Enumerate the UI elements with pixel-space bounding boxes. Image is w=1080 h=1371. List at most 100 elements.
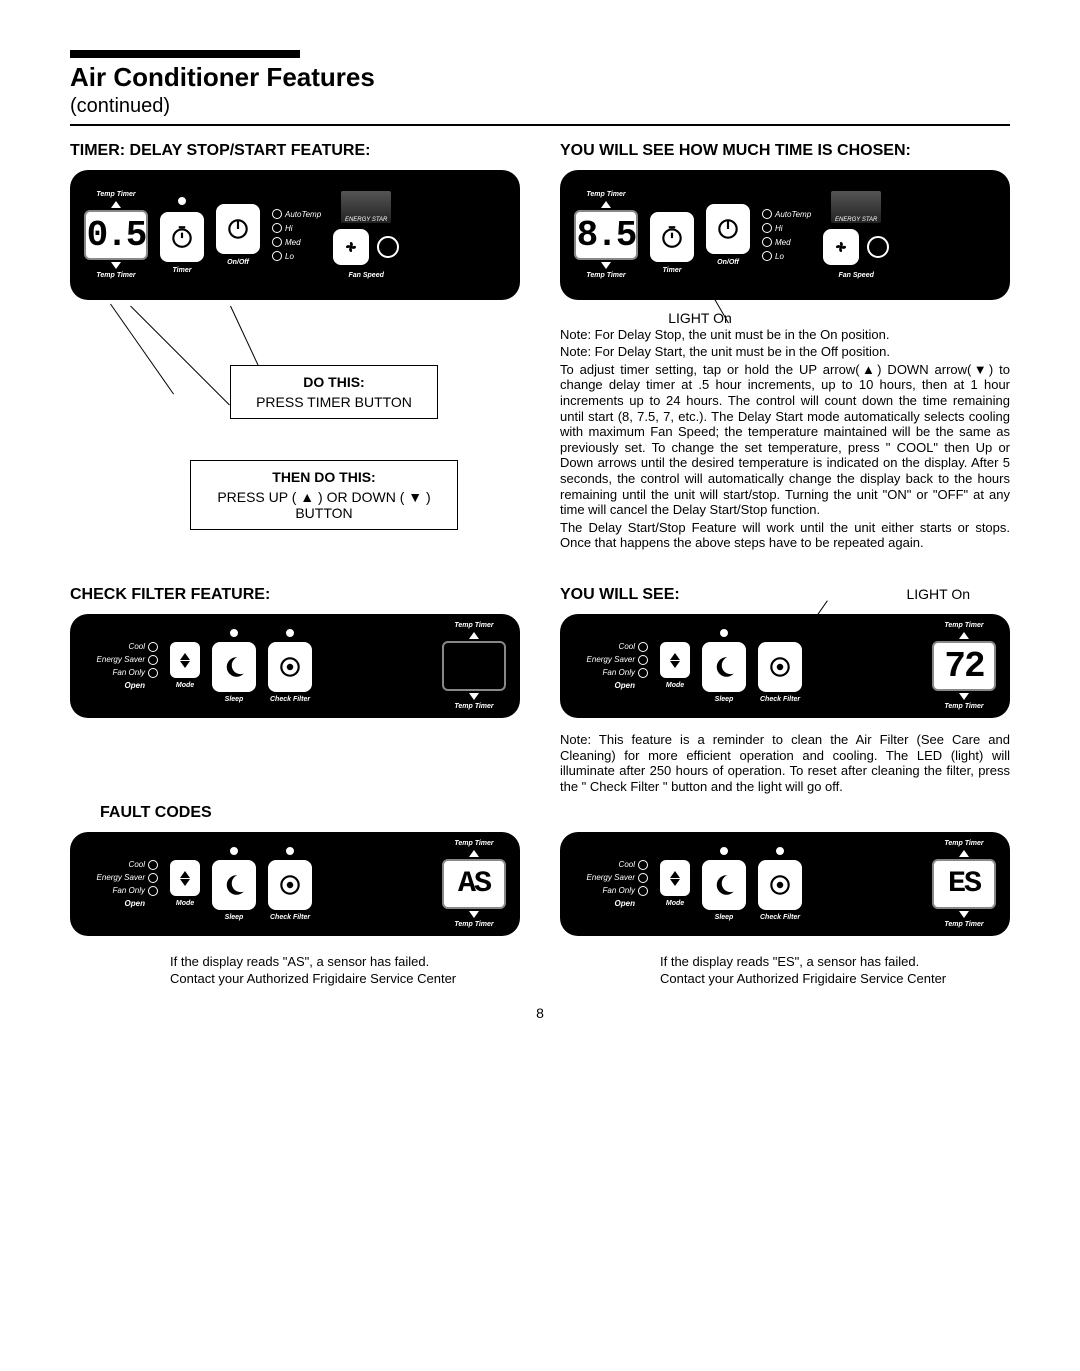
label-sleep: Sleep — [713, 913, 736, 922]
heading-timer: TIMER: DELAY STOP/START FEATURE: — [70, 142, 520, 160]
arrow-down-icon — [111, 262, 121, 269]
display-fault-es: ES — [932, 859, 996, 909]
label-fan-speed: Fan Speed — [836, 271, 875, 280]
arrow-up-icon — [469, 632, 479, 639]
label-timer: Timer — [661, 266, 684, 275]
fault-as-text: If the display reads "AS", a sensor has … — [170, 954, 470, 987]
led-icon — [719, 628, 729, 638]
label-temp-timer-b: Temp Timer — [452, 702, 495, 711]
arrow-up-icon — [111, 201, 121, 208]
control-panel-filter-right: Cool Energy Saver Fan Only Open Mode — [560, 614, 1010, 718]
control-panel-fault-as: Cool Energy Saver Fan Only Open Mode Sle… — [70, 832, 520, 936]
mode-list: Cool Energy Saver Fan Only Open — [574, 642, 648, 691]
page-number: 8 — [70, 1005, 1010, 1021]
label-fan-speed: Fan Speed — [346, 271, 385, 280]
control-panel-filter-left: Cool Energy Saver Fan Only Open Mode — [70, 614, 520, 718]
led-icon — [285, 846, 295, 856]
arrow-down-icon — [469, 911, 479, 918]
label-check-filter: Check Filter — [758, 695, 802, 704]
label-temp-timer: Temp Timer — [942, 839, 985, 848]
divider — [70, 124, 1010, 126]
filter-note: Note: This feature is a reminder to clea… — [560, 732, 1010, 794]
label-temp-timer-b: Temp Timer — [452, 920, 495, 929]
led-icon — [229, 628, 239, 638]
mode-button[interactable] — [170, 860, 200, 896]
sleep-button[interactable] — [702, 860, 746, 910]
mode-list: Cool Energy Saver Fan Only Open — [84, 860, 158, 909]
mode-list: Cool Energy Saver Fan Only Open — [84, 642, 158, 691]
sleep-button[interactable] — [702, 642, 746, 692]
fan-speed-list: AutoTemp Hi Med Lo — [272, 209, 321, 261]
mode-button[interactable] — [170, 642, 200, 678]
arrow-up-icon — [469, 850, 479, 857]
timer-button[interactable] — [650, 212, 694, 262]
label-mode: Mode — [664, 681, 686, 690]
fan-speed-button[interactable] — [333, 229, 369, 265]
heading-fault-codes: FAULT CODES — [100, 804, 1010, 822]
note-delay-start: Note: For Delay Start, the unit must be … — [560, 345, 1010, 360]
onoff-button[interactable] — [216, 204, 260, 254]
label-temp-timer-b: Temp Timer — [94, 271, 137, 280]
heading-time-chosen: YOU WILL SEE HOW MUCH TIME IS CHOSEN: — [560, 142, 1010, 160]
label-temp-timer: Temp Timer — [452, 839, 495, 848]
heading-you-will-see: YOU WILL SEE: — [560, 586, 680, 604]
label-check-filter: Check Filter — [268, 913, 312, 922]
display-fault-as: AS — [442, 859, 506, 909]
timer-body-text-2: The Delay Start/Stop Feature will work u… — [560, 520, 1010, 551]
fan-speed-list: AutoTemp Hi Med Lo — [762, 209, 811, 261]
label-sleep: Sleep — [223, 913, 246, 922]
mode-button[interactable] — [660, 642, 690, 678]
fault-es-text: If the display reads "ES", a sensor has … — [660, 954, 960, 987]
sleep-button[interactable] — [212, 860, 256, 910]
label-temp-timer: Temp Timer — [942, 621, 985, 630]
label-mode: Mode — [664, 899, 686, 908]
timer-button[interactable] — [160, 212, 204, 262]
mode-button[interactable] — [660, 860, 690, 896]
label-timer: Timer — [171, 266, 194, 275]
led-icon — [285, 628, 295, 638]
light-on-label-2: LIGHT On — [906, 586, 970, 602]
label-sleep: Sleep — [223, 695, 246, 704]
timer-body-text: To adjust timer setting, tap or hold the… — [560, 362, 1010, 518]
sleep-button[interactable] — [212, 642, 256, 692]
control-panel-fault-es: Cool Energy Saver Fan Only Open Mode Sle… — [560, 832, 1010, 936]
label-sleep: Sleep — [713, 695, 736, 704]
check-filter-button[interactable] — [758, 860, 802, 910]
fan-speed-button[interactable] — [823, 229, 859, 265]
callout-do-this: DO THIS: PRESS TIMER BUTTON — [230, 365, 438, 419]
note-delay-stop: Note: For Delay Stop, the unit must be i… — [560, 328, 1010, 343]
arrow-down-icon — [469, 693, 479, 700]
display-value: 0.5 — [84, 210, 148, 260]
arrow-up-icon — [601, 201, 611, 208]
mode-list: Cool Energy Saver Fan Only Open — [574, 860, 648, 909]
led-icon — [719, 846, 729, 856]
control-panel-timer-right: Temp Timer 8.5 Temp Timer Timer — [560, 170, 1010, 300]
page-title: Air Conditioner Features — [70, 62, 1010, 93]
led-on-icon — [775, 628, 785, 638]
label-temp-timer-b: Temp Timer — [584, 271, 627, 280]
arrow-down-icon — [959, 693, 969, 700]
label-temp-timer: Temp Timer — [94, 190, 137, 199]
label-onoff: On/Off — [715, 258, 741, 267]
callout-then-do-this: THEN DO THIS: PRESS UP ( ▲ ) OR DOWN ( ▼… — [190, 460, 458, 530]
label-temp-timer-b: Temp Timer — [942, 920, 985, 929]
header-rule — [70, 50, 300, 58]
display-value: 8.5 — [574, 210, 638, 260]
control-panel-timer-left: Temp Timer 0.5 Temp Timer Timer — [70, 170, 520, 300]
onoff-button[interactable] — [706, 204, 750, 254]
check-filter-button[interactable] — [758, 642, 802, 692]
label-temp-timer: Temp Timer — [452, 621, 495, 630]
arrow-up-icon — [959, 632, 969, 639]
led-icon — [775, 846, 785, 856]
label-onoff: On/Off — [225, 258, 251, 267]
heading-filter: CHECK FILTER FEATURE: — [70, 586, 520, 604]
check-filter-button[interactable] — [268, 860, 312, 910]
arrow-up-icon — [959, 850, 969, 857]
display-empty — [442, 641, 506, 691]
label-check-filter: Check Filter — [268, 695, 312, 704]
check-filter-button[interactable] — [268, 642, 312, 692]
label-temp-timer-b: Temp Timer — [942, 702, 985, 711]
label-mode: Mode — [174, 681, 196, 690]
indicator-dot — [377, 236, 399, 258]
energy-star-badge: ENERGY STAR — [341, 191, 391, 223]
